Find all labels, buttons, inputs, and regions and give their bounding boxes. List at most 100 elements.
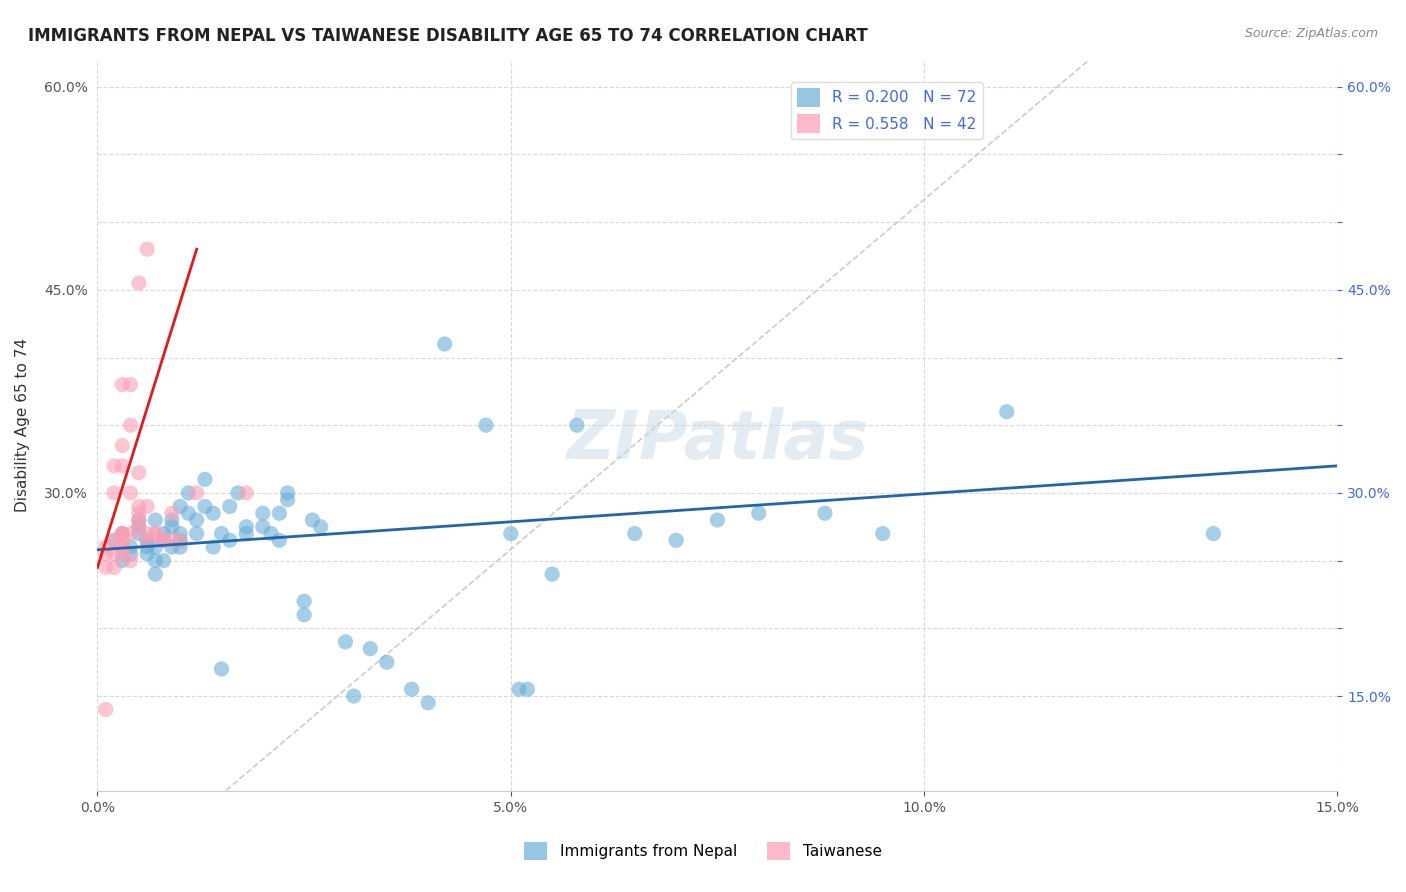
Point [186,526,208,541]
Point [136,500,159,514]
Point [111,554,134,568]
Point [128,520,150,534]
Point [301,513,323,527]
Point [120,526,142,541]
Point [120,377,142,392]
Point [169,526,191,541]
Point [143,567,166,582]
Point [292,607,315,622]
Point [152,533,174,548]
Point [136,547,159,561]
Point [169,500,191,514]
Point [111,526,134,541]
Point [706,513,728,527]
Point [186,513,208,527]
Point [128,513,150,527]
Point [128,513,150,527]
Point [94,703,117,717]
Point [143,526,166,541]
Point [136,526,159,541]
Point [335,635,357,649]
Point [218,500,240,514]
Point [995,405,1018,419]
Point [202,540,225,554]
Point [202,506,225,520]
Point [872,526,894,541]
Point [309,520,332,534]
Point [1202,526,1225,541]
Point [128,276,150,290]
Point [748,506,770,520]
Point [169,540,191,554]
Point [252,520,274,534]
Point [111,533,134,548]
Point [292,594,315,608]
Y-axis label: Disability Age 65 to 74: Disability Age 65 to 74 [15,338,30,512]
Point [94,547,117,561]
Point [136,540,159,554]
Point [120,486,142,500]
Point [375,655,398,669]
Point [103,547,125,561]
Point [269,533,291,548]
Point [128,506,150,520]
Point [177,486,200,500]
Text: Source: ZipAtlas.com: Source: ZipAtlas.com [1244,27,1378,40]
Point [169,533,191,548]
Point [111,526,134,541]
Point [218,533,240,548]
Point [160,513,183,527]
Point [120,540,142,554]
Point [120,547,142,561]
Point [103,533,125,548]
Point [136,533,159,548]
Point [111,540,134,554]
Point [814,506,837,520]
Point [143,513,166,527]
Point [169,533,191,548]
Point [103,560,125,574]
Legend: Immigrants from Nepal, Taiwanese: Immigrants from Nepal, Taiwanese [519,836,887,866]
Point [235,526,257,541]
Point [260,526,283,541]
Point [235,486,257,500]
Point [111,526,134,541]
Point [120,554,142,568]
Point [152,554,174,568]
Point [211,662,233,676]
Point [252,506,274,520]
Point [516,682,538,697]
Point [565,418,588,433]
Point [665,533,688,548]
Text: ZIPatlas: ZIPatlas [567,407,869,473]
Text: IMMIGRANTS FROM NEPAL VS TAIWANESE DISABILITY AGE 65 TO 74 CORRELATION CHART: IMMIGRANTS FROM NEPAL VS TAIWANESE DISAB… [28,27,868,45]
Point [401,682,423,697]
Point [111,458,134,473]
Point [136,533,159,548]
Point [433,337,456,351]
Point [211,526,233,541]
Point [508,682,530,697]
Point [269,506,291,520]
Point [103,533,125,548]
Point [475,418,498,433]
Point [277,492,299,507]
Point [120,418,142,433]
Point [186,486,208,500]
Point [143,526,166,541]
Point [128,466,150,480]
Point [152,533,174,548]
Point [136,242,159,256]
Point [111,438,134,452]
Legend: R = 0.200   N = 72, R = 0.558   N = 42: R = 0.200 N = 72, R = 0.558 N = 42 [792,82,983,139]
Point [103,458,125,473]
Point [94,540,117,554]
Point [94,560,117,574]
Point [541,567,564,582]
Point [128,520,150,534]
Point [343,689,366,703]
Point [160,506,183,520]
Point [235,520,257,534]
Point [623,526,645,541]
Point [194,500,217,514]
